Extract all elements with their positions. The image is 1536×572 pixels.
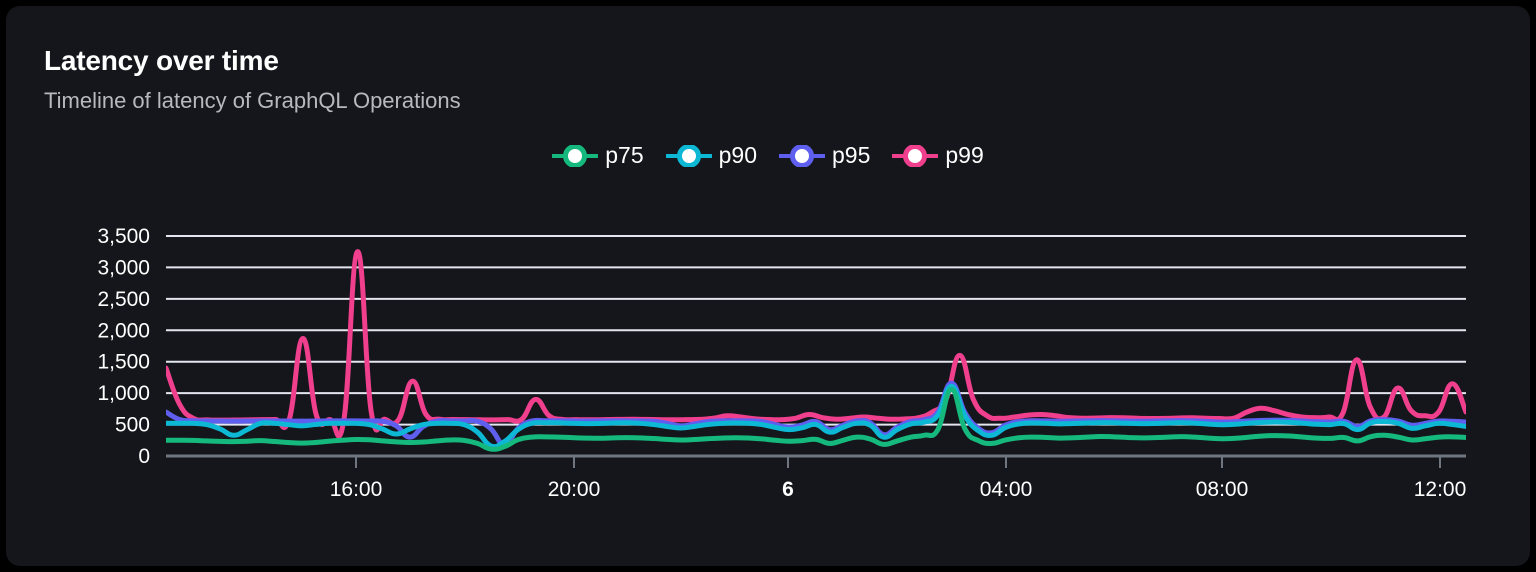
- y-axis-tick-label: 1,000: [97, 382, 150, 405]
- y-axis-tick-label: 0: [138, 445, 150, 468]
- legend-item-p75[interactable]: p75: [551, 142, 644, 168]
- legend-swatch-icon: [778, 143, 826, 168]
- legend-swatch-icon: [551, 143, 600, 168]
- legend-item-p90[interactable]: p90: [664, 142, 757, 168]
- legend-label: p75: [605, 142, 644, 168]
- latency-line-chart: 0 500 1,000 1,500 2,000 2,500 3,000 3,500 16:00 2…: [97, 225, 1467, 501]
- card-header: Latency over time Timeline of latency of…: [44, 44, 1492, 116]
- y-axis-tick-label: 3,000: [97, 256, 150, 279]
- y-axis-tick-label: 2,500: [97, 288, 150, 311]
- x-axis-tick-label: 04:00: [980, 478, 1033, 501]
- series-group: [166, 249, 1466, 452]
- y-axis-tick-label: 3,500: [97, 225, 150, 248]
- x-axis-tick-label: 12:00: [1414, 478, 1467, 501]
- x-axis-tick-label: 6: [782, 478, 794, 501]
- legend-swatch-icon: [664, 143, 713, 168]
- y-axis-tick-label: 500: [115, 414, 150, 437]
- y-axis-tick-label: 1,500: [97, 351, 150, 374]
- legend-swatch-icon: [891, 143, 940, 168]
- page-title: Latency over time: [44, 45, 279, 76]
- y-axis-tick-label: 2,000: [97, 319, 150, 342]
- legend-item-p95[interactable]: p95: [778, 142, 871, 168]
- legend-item-p99[interactable]: p99: [891, 142, 984, 168]
- chart-subtitle: Timeline of latency of GraphQL Operation…: [44, 88, 461, 113]
- legend-label: p90: [718, 142, 757, 168]
- legend-label: p95: [832, 142, 871, 168]
- series-line-p75: [166, 386, 1466, 452]
- series-line-p90: [166, 383, 1466, 450]
- x-axis-tick-label: 08:00: [1196, 478, 1249, 501]
- chart-legend: p75 p90 p95 p99: [6, 142, 1530, 168]
- x-axis-tick-label: 16:00: [330, 478, 383, 501]
- legend-label: p99: [945, 142, 984, 168]
- x-axis-tick-label: 20:00: [548, 478, 601, 501]
- series-line-p99: [166, 249, 1466, 439]
- chart-card: Latency over time Timeline of latency of…: [6, 6, 1530, 566]
- plot-area: 0 500 1,000 1,500 2,000 2,500 3,000 3,500 16:00 2…: [6, 202, 1530, 522]
